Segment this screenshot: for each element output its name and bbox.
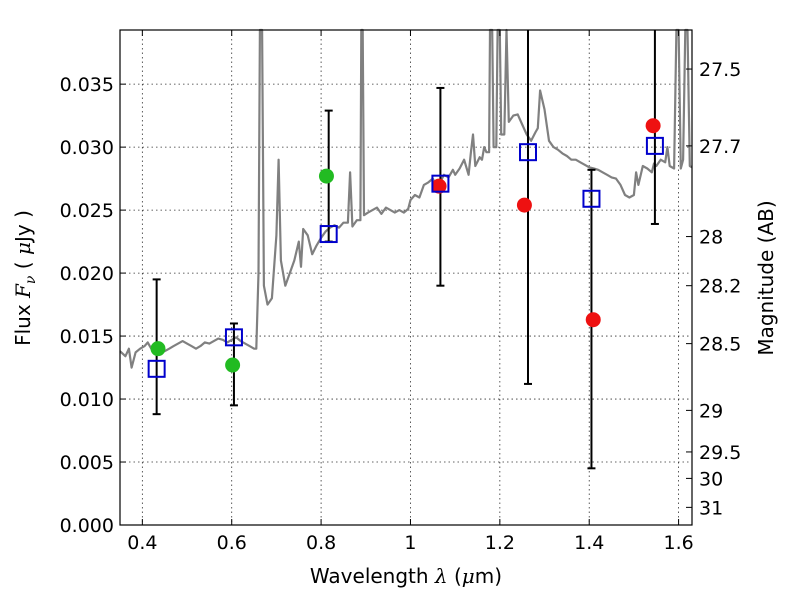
error-bars — [152, 30, 659, 470]
plot-frame — [119, 29, 693, 526]
y2-axis-ticks: 27.5 27.7 28 28.2 28.5 29 29.5 30 31 — [686, 59, 741, 519]
green-point — [318, 168, 334, 184]
y2-axis-title: Magnitude (AB) — [754, 200, 778, 355]
x-tick-label: 0.4 — [127, 532, 157, 554]
y-tick-label: 0.035 — [60, 74, 114, 96]
blue-square — [319, 225, 338, 244]
y2-tick-label: 29 — [699, 400, 723, 422]
y2-tick-label: 28 — [699, 227, 723, 249]
y-axis-title: Flux Fν ( μJy ) — [11, 210, 39, 346]
green-point — [150, 341, 166, 357]
y2-tick-label: 27.7 — [699, 136, 741, 158]
red-point — [585, 312, 601, 328]
y-tick-label: 0.010 — [60, 389, 114, 411]
plot-area — [119, 28, 693, 470]
x-tick-label: 1.2 — [485, 532, 515, 554]
x-tick-label: 0.6 — [217, 532, 247, 554]
y2-tick-label: 28.2 — [699, 276, 741, 298]
y-tick-label: 0.020 — [60, 263, 114, 285]
y-axis-ticks: 0.000 0.005 0.010 0.015 0.020 0.025 0.030 0.035 — [60, 74, 126, 537]
red-point — [431, 178, 447, 194]
blue-square — [147, 359, 166, 378]
y2-tick-label: 28.5 — [699, 334, 741, 356]
red-points — [431, 118, 661, 328]
x-tick-label: 1.6 — [663, 532, 693, 554]
y2-tick-label: 31 — [699, 497, 723, 519]
y-tick-label: 0.025 — [60, 200, 114, 222]
y2-tick-label: 30 — [699, 468, 723, 490]
red-point — [516, 197, 532, 213]
y-tick-label: 0.015 — [60, 326, 114, 348]
blue-square — [431, 174, 450, 193]
y-tick-label: 0.000 — [60, 515, 114, 537]
x-tick-label: 1.4 — [574, 532, 604, 554]
y2-tick-label: 29.5 — [699, 442, 741, 464]
y-tick-label: 0.005 — [60, 452, 114, 474]
x-tick-label: 0.8 — [306, 532, 336, 554]
y2-tick-label: 27.5 — [699, 59, 741, 81]
green-point — [225, 357, 241, 373]
y-tick-label: 0.030 — [60, 137, 114, 159]
grid-lines — [120, 30, 692, 526]
spectrum-line — [119, 28, 693, 369]
blue-square — [518, 143, 537, 162]
x-axis-title: Wavelength λ (μm) — [310, 564, 502, 588]
blue-square — [224, 328, 243, 347]
x-tick-label: 1 — [404, 532, 416, 554]
blue-squares — [147, 136, 664, 378]
red-point — [645, 118, 661, 134]
blue-square — [582, 189, 601, 208]
green-points — [150, 168, 334, 373]
x-axis-ticks: 0.4 0.6 0.8 1 1.2 1.4 1.6 — [127, 30, 694, 554]
blue-square — [645, 136, 664, 155]
